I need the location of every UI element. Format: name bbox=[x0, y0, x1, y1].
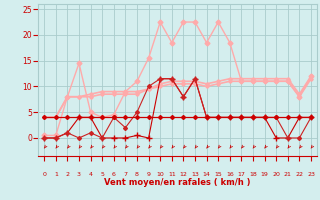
X-axis label: Vent moyen/en rafales ( km/h ): Vent moyen/en rafales ( km/h ) bbox=[104, 178, 251, 187]
